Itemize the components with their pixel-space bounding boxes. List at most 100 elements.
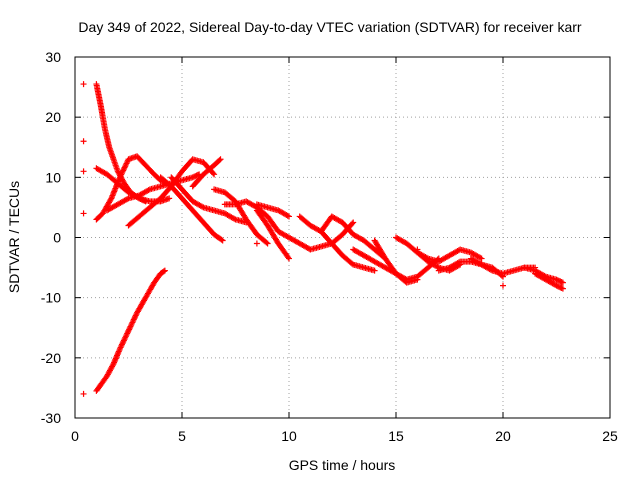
data-point bbox=[264, 240, 271, 247]
data-point bbox=[80, 81, 87, 88]
grid-lines bbox=[75, 57, 610, 418]
data-point bbox=[125, 327, 132, 334]
y-tick-label: 0 bbox=[53, 230, 61, 246]
data-point bbox=[128, 320, 135, 327]
data-point bbox=[123, 160, 130, 167]
x-tick-label: 5 bbox=[178, 428, 186, 444]
data-point bbox=[558, 279, 565, 286]
data-point bbox=[121, 164, 128, 171]
data-point bbox=[558, 285, 565, 292]
data-point bbox=[286, 213, 292, 220]
series-arc12 bbox=[253, 207, 292, 262]
data-point bbox=[116, 345, 123, 352]
data-point bbox=[117, 172, 124, 179]
y-tick-label: -30 bbox=[41, 410, 61, 426]
y-tick-labels: -30 -20 -10 0 10 20 30 bbox=[41, 49, 61, 426]
data-point bbox=[500, 282, 506, 289]
data-point bbox=[120, 338, 127, 345]
data-point bbox=[118, 343, 125, 350]
data-point bbox=[166, 195, 173, 202]
series-arc15 bbox=[296, 213, 378, 274]
data-point bbox=[121, 336, 128, 343]
y-tick-label: 30 bbox=[45, 49, 61, 65]
y-axis-label: SDTVAR / TECUs bbox=[6, 181, 22, 293]
data-point bbox=[122, 334, 129, 341]
data-point bbox=[210, 170, 217, 177]
data-point bbox=[371, 267, 378, 274]
data-point bbox=[350, 219, 357, 226]
data-point bbox=[124, 330, 131, 337]
data-point bbox=[132, 312, 139, 319]
x-tick-label: 0 bbox=[71, 428, 79, 444]
data-point bbox=[109, 362, 116, 369]
data-point bbox=[286, 255, 292, 262]
data-point bbox=[124, 329, 131, 336]
data-point bbox=[127, 323, 134, 330]
data-point bbox=[478, 255, 485, 262]
x-tick-label: 10 bbox=[281, 428, 297, 444]
axis-ticks bbox=[74, 56, 611, 419]
y-tick-label: 20 bbox=[45, 109, 61, 125]
y-tick-label: 10 bbox=[45, 169, 61, 185]
series-arc11 bbox=[221, 198, 292, 241]
y-tick-label: -20 bbox=[41, 350, 61, 366]
data-point bbox=[455, 259, 462, 266]
series-arc1 bbox=[93, 267, 168, 394]
data-point bbox=[145, 187, 152, 194]
data-point bbox=[211, 171, 218, 178]
data-point bbox=[126, 324, 133, 331]
data-point bbox=[487, 266, 494, 273]
data-point bbox=[160, 268, 167, 275]
x-axis-label: GPS time / hours bbox=[289, 457, 396, 473]
data-point bbox=[559, 285, 566, 292]
data-point bbox=[360, 252, 367, 259]
data-point bbox=[128, 322, 135, 329]
series-arc10 bbox=[211, 186, 271, 247]
data-point bbox=[120, 166, 127, 173]
data-point bbox=[124, 196, 131, 203]
data-point bbox=[307, 246, 314, 253]
data-point bbox=[423, 254, 430, 261]
data-point bbox=[434, 263, 441, 270]
data-point bbox=[559, 279, 566, 286]
data-point bbox=[124, 159, 131, 166]
data-point bbox=[217, 156, 224, 163]
data-point bbox=[130, 318, 137, 325]
series-arc7 bbox=[157, 174, 226, 244]
series-arc23 bbox=[521, 264, 566, 286]
data-point bbox=[80, 138, 87, 145]
data-point bbox=[414, 276, 421, 283]
data-point bbox=[161, 267, 168, 274]
data-point bbox=[119, 340, 126, 347]
series-arc9 bbox=[189, 156, 224, 190]
data-point bbox=[118, 170, 125, 177]
data-point bbox=[119, 168, 126, 175]
x-tick-label: 20 bbox=[495, 428, 511, 444]
x-tick-label: 25 bbox=[602, 428, 618, 444]
data-point bbox=[263, 239, 270, 246]
data-point bbox=[129, 319, 136, 326]
data-point bbox=[117, 344, 124, 351]
data-point bbox=[132, 313, 139, 320]
data-point bbox=[285, 254, 292, 261]
data-point bbox=[130, 316, 137, 323]
data-point bbox=[218, 236, 225, 243]
data-point bbox=[216, 157, 223, 164]
series-arc18 bbox=[371, 237, 421, 286]
data-point bbox=[122, 333, 129, 340]
series-arc13 bbox=[253, 201, 292, 220]
series-arc6 bbox=[125, 156, 218, 229]
data-points bbox=[80, 81, 566, 397]
data-point bbox=[118, 341, 125, 348]
data-point bbox=[414, 246, 421, 253]
data-point bbox=[552, 281, 559, 288]
data-point bbox=[231, 215, 238, 222]
data-point bbox=[80, 210, 87, 217]
data-point bbox=[219, 237, 226, 244]
series-arc16 bbox=[318, 213, 389, 262]
y-tick-label: -10 bbox=[41, 290, 61, 306]
data-point bbox=[349, 220, 356, 227]
data-point bbox=[80, 390, 87, 397]
data-point bbox=[80, 168, 87, 175]
